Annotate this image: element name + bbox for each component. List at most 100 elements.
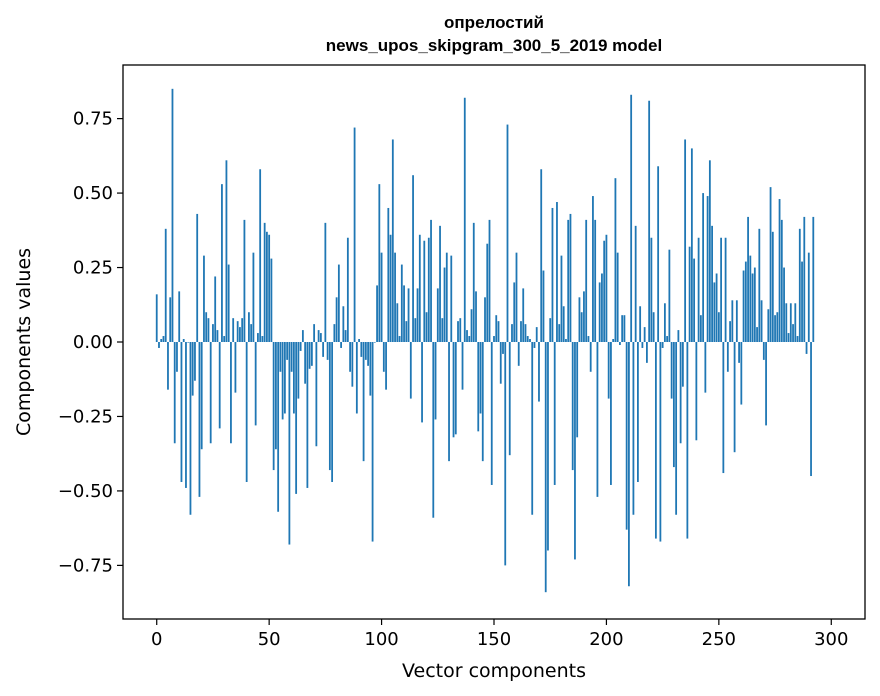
bar-151: [495, 315, 498, 342]
bar-118: [421, 342, 423, 423]
bar-131: [450, 255, 453, 342]
bar-213: [634, 225, 637, 342]
bar-39: [243, 219, 246, 342]
bar-223: [657, 166, 660, 342]
bar-107: [396, 303, 399, 342]
bar-23: [207, 318, 210, 342]
bar-258: [735, 300, 738, 342]
bar-106: [394, 252, 396, 342]
bar-171: [540, 169, 543, 342]
bar-282: [789, 303, 792, 342]
bar-227: [666, 336, 669, 342]
bar-97: [373, 342, 376, 343]
chart-title-line-2: news_upos_skipgram_300_5_2019 model: [326, 36, 662, 55]
bar-128: [443, 267, 446, 342]
bar-198: [601, 273, 603, 342]
bar-28: [218, 342, 221, 429]
bar-20: [200, 342, 203, 450]
bar-series: [155, 88, 815, 593]
bar-143: [477, 342, 480, 432]
bar-122: [430, 219, 432, 342]
bar-65: [301, 330, 304, 342]
bar-75: [324, 222, 327, 342]
bar-194: [592, 196, 594, 342]
bar-212: [632, 342, 635, 515]
bar-241: [697, 237, 700, 342]
bar-46: [259, 169, 262, 342]
bar-243: [702, 193, 705, 342]
bar-259: [738, 342, 740, 363]
bar-238: [690, 148, 693, 342]
bar-70: [313, 324, 316, 342]
bar-279: [783, 267, 785, 342]
bar-185: [571, 342, 574, 471]
x-tick-label: 250: [702, 629, 736, 650]
bar-211: [630, 94, 633, 342]
bar-273: [769, 187, 772, 342]
bar-16: [191, 342, 194, 396]
bar-113: [409, 342, 412, 399]
bar-17: [194, 342, 196, 381]
bar-157: [508, 342, 511, 456]
bar-231: [675, 342, 678, 515]
bar-86: [349, 342, 351, 372]
bar-85: [346, 237, 349, 342]
bar-278: [780, 219, 783, 342]
bar-270: [762, 342, 765, 360]
y-tick-label: 0.25: [73, 258, 113, 279]
bar-235: [684, 139, 687, 342]
bar-262: [744, 261, 747, 342]
bar-177: [553, 342, 556, 485]
bar-12: [182, 339, 185, 342]
bar-45: [257, 333, 259, 342]
bar-237: [688, 246, 691, 342]
bar-61: [292, 342, 295, 414]
bar-81: [337, 264, 340, 342]
bar-53: [275, 342, 277, 450]
bar-35: [234, 342, 237, 393]
bar-104: [389, 234, 392, 342]
x-tick-label: 300: [814, 629, 848, 650]
bar-60: [290, 342, 293, 372]
bar-255: [729, 321, 731, 342]
bar-26: [214, 276, 217, 342]
bar-284: [794, 303, 797, 342]
bar-292: [812, 216, 815, 342]
bar-116: [416, 288, 419, 342]
bar-246: [708, 160, 711, 342]
bar-37: [239, 327, 241, 342]
bar-161: [517, 342, 520, 366]
bar-257: [733, 342, 736, 453]
bar-32: [227, 264, 230, 342]
bar-110: [403, 285, 405, 342]
bar-164: [524, 324, 527, 342]
bar-176: [551, 207, 554, 342]
bar-29: [221, 184, 223, 342]
bar-3: [162, 336, 165, 342]
bar-215: [639, 306, 642, 342]
bar-199: [603, 240, 606, 342]
bar-206: [619, 342, 621, 345]
bar-195: [594, 219, 597, 342]
bar-280: [785, 303, 788, 342]
bar-62: [295, 342, 298, 494]
bar-251: [720, 237, 722, 342]
bar-49: [266, 231, 268, 342]
bar-52: [272, 342, 275, 471]
bar-56: [281, 342, 284, 420]
bar-274: [771, 231, 774, 342]
bar-202: [610, 342, 612, 485]
bar-244: [704, 342, 707, 393]
bar-124: [434, 342, 437, 420]
bar-217: [643, 327, 646, 342]
bar-111: [405, 321, 408, 342]
bar-31: [225, 160, 228, 342]
bar-260: [740, 342, 743, 405]
bar-200: [605, 234, 608, 342]
bar-150: [493, 336, 495, 342]
bar-242: [699, 315, 702, 342]
bar-156: [506, 124, 509, 342]
bar-80: [335, 297, 338, 342]
bar-189: [580, 312, 583, 342]
bar-121: [427, 237, 430, 342]
